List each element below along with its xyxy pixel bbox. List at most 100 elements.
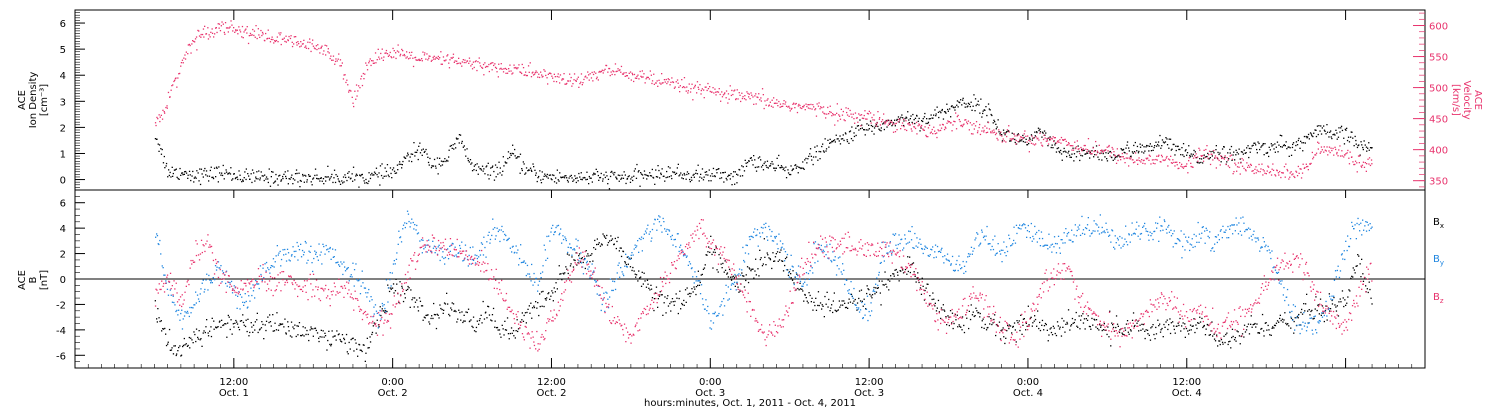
velocity-point xyxy=(866,118,868,120)
by-point xyxy=(643,233,645,235)
bx-point xyxy=(1025,329,1027,331)
density-point xyxy=(906,117,908,119)
density-point xyxy=(1353,145,1355,147)
bx-point xyxy=(306,329,308,332)
bx-point xyxy=(886,286,888,288)
velocity-point xyxy=(626,75,628,77)
density-point xyxy=(935,115,937,117)
density-point xyxy=(408,160,410,162)
bx-point xyxy=(799,282,801,284)
by-point xyxy=(572,249,574,251)
density-point xyxy=(476,163,478,165)
velocity-point xyxy=(953,120,955,122)
density-point xyxy=(628,175,630,177)
velocity-point xyxy=(869,112,872,114)
by-point xyxy=(613,280,616,283)
velocity-point xyxy=(361,84,364,87)
bx-point xyxy=(525,322,527,324)
density-point xyxy=(156,138,158,140)
density-point xyxy=(1087,152,1089,154)
density-point xyxy=(310,181,312,183)
density-point xyxy=(589,177,591,179)
by-point xyxy=(681,249,683,251)
density-point xyxy=(382,177,384,179)
velocity-point xyxy=(1112,148,1114,150)
density-point xyxy=(1009,140,1011,142)
velocity-point xyxy=(389,51,391,54)
density-point xyxy=(1256,148,1258,151)
by-point xyxy=(406,222,408,225)
bx-point xyxy=(875,291,878,293)
bx-point xyxy=(1038,327,1040,330)
velocity-point xyxy=(1239,173,1241,175)
velocity-point xyxy=(990,132,992,134)
density-point xyxy=(918,117,920,120)
bx-point xyxy=(199,339,201,341)
velocity-point xyxy=(1035,143,1037,145)
velocity-point xyxy=(401,48,403,51)
by-point xyxy=(205,279,207,281)
velocity-point xyxy=(1241,157,1243,160)
density-point xyxy=(181,172,183,174)
bx-point xyxy=(709,251,711,253)
velocity-point xyxy=(678,86,680,88)
density-point xyxy=(239,178,242,181)
density-point xyxy=(998,131,1000,133)
bx-point xyxy=(985,329,988,331)
bx-point xyxy=(344,342,346,344)
velocity-point xyxy=(517,67,519,69)
density-point xyxy=(224,172,226,175)
velocity-point xyxy=(929,132,932,134)
by-point xyxy=(601,303,603,306)
velocity-point xyxy=(320,46,322,48)
density-point xyxy=(274,180,277,182)
velocity-point xyxy=(556,75,558,78)
bx-point xyxy=(679,290,681,292)
density-point xyxy=(330,176,332,178)
velocity-point xyxy=(974,125,977,127)
density-point xyxy=(976,103,978,105)
by-point xyxy=(344,270,347,272)
by-point xyxy=(644,230,647,232)
bx-point xyxy=(340,340,342,342)
density-point xyxy=(785,177,788,179)
bx-point xyxy=(291,336,293,338)
bx-point xyxy=(890,275,892,277)
bx-point xyxy=(1126,320,1129,322)
velocity-point xyxy=(483,74,485,76)
bx-point xyxy=(946,324,948,326)
by-point xyxy=(270,265,272,267)
bx-point xyxy=(1109,310,1111,312)
density-point xyxy=(468,161,470,163)
velocity-point xyxy=(959,120,961,123)
bx-point xyxy=(1177,322,1179,324)
bx-point xyxy=(201,345,203,347)
bx-point xyxy=(157,308,159,310)
velocity-point xyxy=(614,74,616,76)
density-point xyxy=(606,175,608,177)
velocity-point xyxy=(463,61,465,64)
density-point xyxy=(873,127,876,129)
by-point xyxy=(550,231,552,233)
density-point xyxy=(268,168,270,170)
density-point xyxy=(1071,153,1073,155)
velocity-point xyxy=(1289,172,1291,174)
density-point xyxy=(201,173,203,175)
bx-point xyxy=(1201,317,1203,320)
density-point xyxy=(1075,156,1078,158)
bx-point xyxy=(1224,341,1226,344)
by-point xyxy=(807,272,810,275)
by-point xyxy=(155,236,157,238)
by-point xyxy=(255,279,257,282)
by-point xyxy=(789,268,791,271)
density-point xyxy=(1205,156,1207,158)
density-point xyxy=(1023,136,1025,139)
bx-point xyxy=(535,301,537,303)
velocity-point xyxy=(767,98,769,100)
velocity-point xyxy=(1202,160,1205,162)
density-point xyxy=(749,157,752,159)
velocity-point xyxy=(1312,156,1315,158)
velocity-point xyxy=(885,120,888,122)
bx-point xyxy=(587,253,589,255)
by-point xyxy=(251,294,253,297)
